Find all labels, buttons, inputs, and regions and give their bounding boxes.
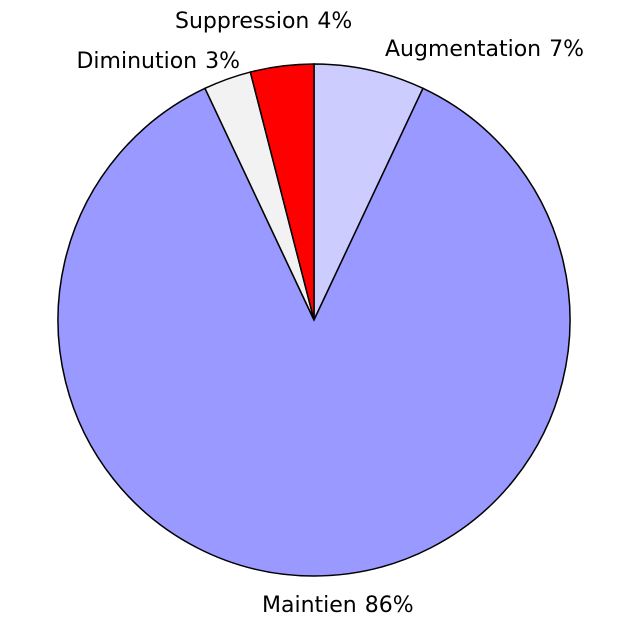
slice-label: Diminution 3% xyxy=(76,49,240,74)
slice-category: Suppression xyxy=(175,9,309,34)
slice-category: Augmentation xyxy=(385,37,541,62)
slice-value: 4% xyxy=(317,9,352,34)
pie-slice xyxy=(313,63,424,321)
slice-label: Maintien 86% xyxy=(262,593,414,618)
slice-value: 7% xyxy=(549,37,584,62)
slice-category: Maintien xyxy=(262,593,357,618)
slice-label: Augmentation 7% xyxy=(385,37,584,62)
pie-slice xyxy=(249,63,315,321)
pie-slice xyxy=(57,87,571,577)
slice-value: 86% xyxy=(365,593,414,618)
slice-label: Suppression 4% xyxy=(175,9,352,34)
slice-category: Diminution xyxy=(76,49,197,74)
slice-value: 3% xyxy=(205,49,240,74)
